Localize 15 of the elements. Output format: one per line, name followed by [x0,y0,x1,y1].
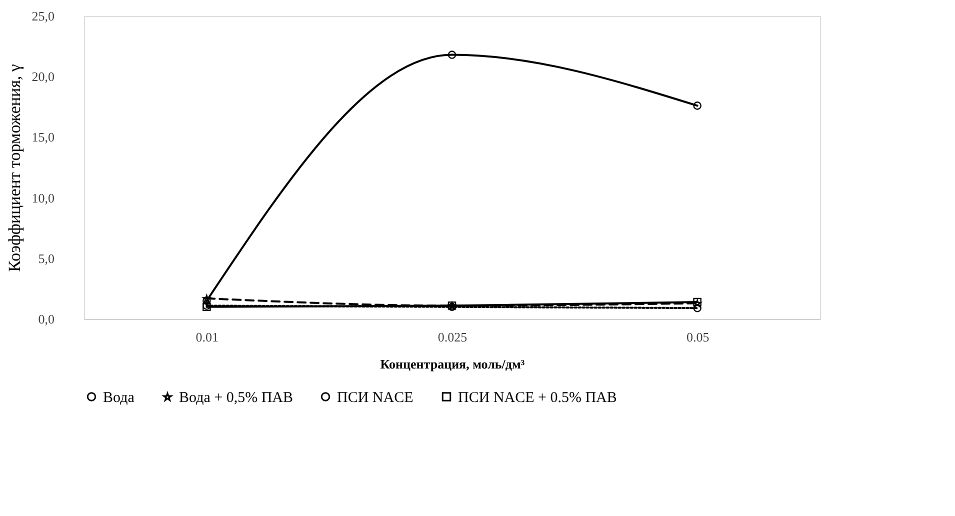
y-tick-label: 15,0 [32,130,54,145]
x-tick-label: 0.025 [438,330,468,344]
legend-label: Вода + 0,5% ПАВ [179,390,293,406]
legend-label: Вода [103,390,135,406]
x-tick-label: 0.05 [686,330,710,344]
y-tick-label: 0,0 [38,312,54,326]
x-tick-label: 0.01 [196,330,219,344]
y-tick-label: 5,0 [38,250,54,266]
legend-label: ПСИ NACE + 0.5% ПАВ [458,390,617,406]
y-axis-title: Коэффициент торможения, γ [4,64,24,272]
y-tick-label: 10,0 [32,190,54,206]
y-tick-label: 25,0 [32,8,54,24]
y-tick-label: 20,0 [32,69,54,84]
legend-label: ПСИ NACE [337,390,414,406]
x-axis-title: Концентрация, моль/дм³ [380,356,525,372]
